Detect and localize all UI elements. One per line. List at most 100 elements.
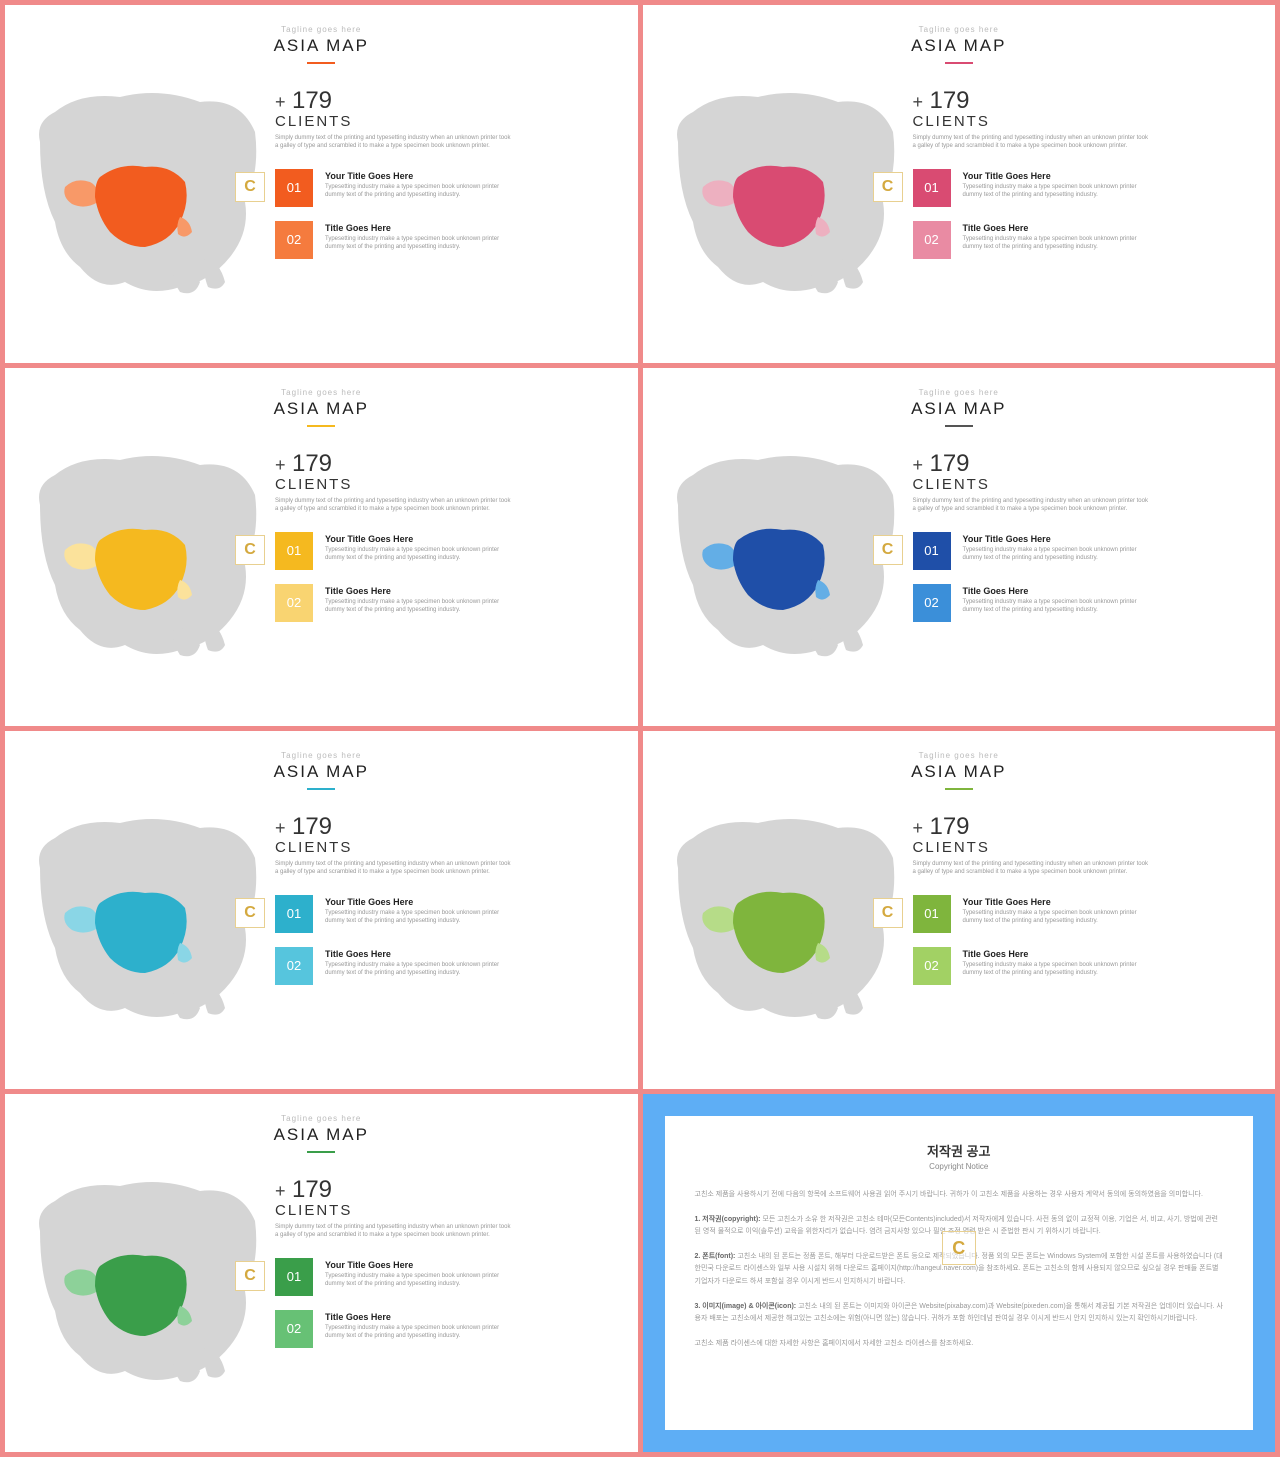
counter-plus: + — [913, 455, 924, 475]
slide-title: ASIA MAP — [668, 36, 1251, 56]
item-badge-1: 01 — [913, 532, 951, 570]
title-underline — [307, 788, 335, 790]
list-item: 01 Your Title Goes Here Typesetting indu… — [913, 895, 1251, 933]
counter-plus: + — [275, 1181, 286, 1201]
slide-title: ASIA MAP — [668, 399, 1251, 419]
list-item: 02 Title Goes Here Typesetting industry … — [913, 584, 1251, 622]
counter-plus: + — [913, 818, 924, 838]
list-item: 02 Title Goes Here Typesetting industry … — [275, 221, 613, 259]
counter-label: CLIENTS — [275, 839, 613, 856]
info-panel: + 179 CLIENTS Simply dummy text of the p… — [275, 1171, 613, 1391]
item-text: Title Goes Here Typesetting industry mak… — [325, 947, 613, 985]
slide-content: C + 179 CLIENTS Simply dummy text of the… — [668, 445, 1251, 665]
slide-content: C + 179 CLIENTS Simply dummy text of the… — [668, 808, 1251, 1028]
list-item: 02 Title Goes Here Typesetting industry … — [913, 947, 1251, 985]
asia-map: C — [668, 445, 898, 665]
item-text: Your Title Goes Here Typesetting industr… — [325, 532, 613, 570]
item-badge-2: 02 — [275, 1310, 313, 1348]
watermark-badge: C — [235, 898, 265, 928]
map-svg — [30, 1171, 260, 1391]
watermark-badge: C — [235, 172, 265, 202]
copyright-title: 저작권 공고 — [695, 1141, 1224, 1160]
counter-label: CLIENTS — [275, 476, 613, 493]
item-title: Your Title Goes Here — [325, 1260, 613, 1270]
title-underline — [307, 425, 335, 427]
title-underline — [307, 1151, 335, 1153]
info-panel: + 179 CLIENTS Simply dummy text of the p… — [275, 82, 613, 302]
slide-content: C + 179 CLIENTS Simply dummy text of the… — [30, 808, 613, 1028]
list-item: 01 Your Title Goes Here Typesetting indu… — [275, 532, 613, 570]
item-text: Title Goes Here Typesetting industry mak… — [963, 221, 1251, 259]
counter-description: Simply dummy text of the printing and ty… — [913, 497, 1153, 514]
list-item: 02 Title Goes Here Typesetting industry … — [275, 1310, 613, 1348]
asia-map: C — [30, 445, 260, 665]
item-badge-1: 01 — [275, 895, 313, 933]
copyright-label: 1. 저작권(copyright): — [695, 1216, 761, 1223]
copyright-body: 고친소 제품을 사용하시기 전에 다음의 항목에 소프트웨어 사용권 읽어 주시… — [695, 1189, 1224, 1350]
item-list: 01 Your Title Goes Here Typesetting indu… — [913, 169, 1251, 259]
item-description: Typesetting industry make a type specime… — [325, 909, 505, 926]
item-badge-1: 01 — [275, 1258, 313, 1296]
item-title: Title Goes Here — [325, 949, 613, 959]
item-description: Typesetting industry make a type specime… — [325, 1272, 505, 1289]
counter-label: CLIENTS — [275, 1202, 613, 1219]
item-description: Typesetting industry make a type specime… — [963, 183, 1143, 200]
item-description: Typesetting industry make a type specime… — [325, 598, 505, 615]
tagline: Tagline goes here — [668, 751, 1251, 760]
item-text: Your Title Goes Here Typesetting industr… — [325, 1258, 613, 1296]
copyright-slide: 저작권 공고 Copyright Notice 고친소 제품을 사용하시기 전에… — [643, 1094, 1276, 1452]
item-list: 01 Your Title Goes Here Typesetting indu… — [913, 532, 1251, 622]
item-badge-2: 02 — [275, 947, 313, 985]
counter-description: Simply dummy text of the printing and ty… — [913, 134, 1153, 151]
item-description: Typesetting industry make a type specime… — [963, 909, 1143, 926]
counter-number: 179 — [292, 87, 332, 114]
slide-content: C + 179 CLIENTS Simply dummy text of the… — [668, 82, 1251, 302]
info-panel: + 179 CLIENTS Simply dummy text of the p… — [913, 445, 1251, 665]
map-svg — [30, 82, 260, 302]
asia-map-slide: Tagline goes here ASIA MAP C + 179 CLIEN… — [5, 5, 638, 363]
list-item: 02 Title Goes Here Typesetting industry … — [275, 584, 613, 622]
item-title: Your Title Goes Here — [325, 897, 613, 907]
asia-map-slide: Tagline goes here ASIA MAP C + 179 CLIEN… — [5, 1094, 638, 1452]
item-title: Title Goes Here — [963, 223, 1251, 233]
item-description: Typesetting industry make a type specime… — [963, 598, 1143, 615]
list-item: 01 Your Title Goes Here Typesetting indu… — [913, 532, 1251, 570]
counter-label: CLIENTS — [275, 113, 613, 130]
watermark-badge: C — [873, 535, 903, 565]
slide-title: ASIA MAP — [30, 399, 613, 419]
item-text: Title Goes Here Typesetting industry mak… — [325, 1310, 613, 1348]
item-badge-1: 01 — [913, 169, 951, 207]
asia-map: C — [30, 82, 260, 302]
copyright-panel: 저작권 공고 Copyright Notice 고친소 제품을 사용하시기 전에… — [665, 1116, 1254, 1430]
counter-plus: + — [913, 92, 924, 112]
info-panel: + 179 CLIENTS Simply dummy text of the p… — [913, 82, 1251, 302]
asia-map: C — [30, 1171, 260, 1391]
counter-plus: + — [275, 92, 286, 112]
item-text: Your Title Goes Here Typesetting industr… — [325, 169, 613, 207]
asia-map-slide: Tagline goes here ASIA MAP C + 179 CLIEN… — [643, 368, 1276, 726]
item-description: Typesetting industry make a type specime… — [963, 235, 1143, 252]
item-text: Title Goes Here Typesetting industry mak… — [325, 584, 613, 622]
counter-description: Simply dummy text of the printing and ty… — [275, 497, 515, 514]
item-text: Your Title Goes Here Typesetting industr… — [963, 169, 1251, 207]
item-badge-1: 01 — [275, 532, 313, 570]
slide-title: ASIA MAP — [668, 762, 1251, 782]
counter-plus: + — [275, 455, 286, 475]
info-panel: + 179 CLIENTS Simply dummy text of the p… — [913, 808, 1251, 1028]
copyright-label: 3. 이미지(image) & 아이콘(icon): — [695, 1303, 797, 1310]
info-panel: + 179 CLIENTS Simply dummy text of the p… — [275, 808, 613, 1028]
counter-plus: + — [275, 818, 286, 838]
counter-number: 179 — [292, 1176, 332, 1203]
counter-description: Simply dummy text of the printing and ty… — [275, 1223, 515, 1240]
asia-map-slide: Tagline goes here ASIA MAP C + 179 CLIEN… — [643, 731, 1276, 1089]
item-badge-2: 02 — [275, 221, 313, 259]
counter-label: CLIENTS — [913, 476, 1251, 493]
item-title: Your Title Goes Here — [963, 534, 1251, 544]
watermark-badge: C — [873, 172, 903, 202]
item-text: Your Title Goes Here Typesetting industr… — [325, 895, 613, 933]
counter-number: 179 — [929, 450, 969, 477]
item-list: 01 Your Title Goes Here Typesetting indu… — [275, 1258, 613, 1348]
asia-map: C — [668, 808, 898, 1028]
item-title: Title Goes Here — [325, 1312, 613, 1322]
list-item: 01 Your Title Goes Here Typesetting indu… — [913, 169, 1251, 207]
